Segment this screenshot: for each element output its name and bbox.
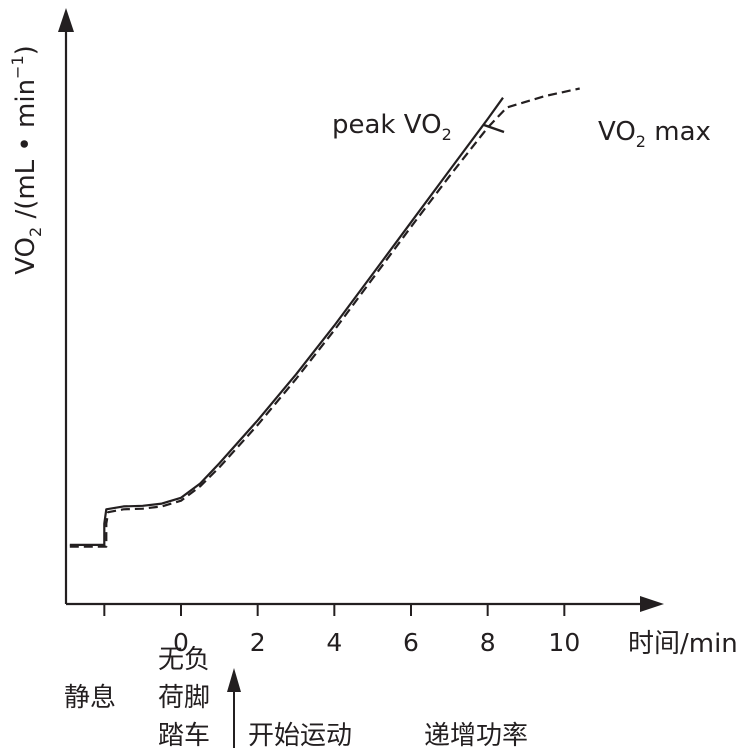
x-tick-label: 2 [250, 628, 266, 657]
y-label-unit: /(mL • min [11, 79, 41, 227]
exercise-start-arrow-head [227, 668, 241, 692]
peak-label-sub: 2 [442, 125, 452, 144]
phase-ramp-label: 递增功率 [424, 721, 528, 751]
x-ticks [103, 604, 566, 616]
x-tick-label: 0 [173, 628, 189, 657]
series-layer [69, 87, 580, 548]
x-axis-arrow [640, 596, 664, 612]
series-line-vo2max [69, 87, 580, 548]
x-tick-label: 6 [403, 628, 419, 657]
x-tick-label: 8 [480, 628, 496, 657]
x-axis-label: 时间/min [628, 629, 738, 659]
x-tick-label: 10 [548, 628, 580, 657]
peak-vo2-label: peak VO2 [332, 110, 452, 144]
y-axis-arrow [58, 8, 74, 32]
y-label-main: VO [11, 237, 41, 275]
peak-leader-line [483, 123, 505, 134]
y-axis-label: VO2 /(mL • min−1) [8, 45, 45, 275]
vmax-label-prefix: VO [598, 117, 636, 147]
vmax-label-sub: 2 [636, 132, 646, 151]
peak-label-prefix: peak VO [332, 110, 442, 140]
y-label-sup: −1 [8, 55, 27, 79]
series-line-peak-vo2 [69, 97, 504, 546]
vmax-label-suffix: max [646, 117, 711, 147]
vo2max-label: VO2 max [598, 117, 711, 151]
phase-unloaded-line-2: 荷脚 [158, 683, 210, 713]
x-tick-label: 4 [326, 628, 342, 657]
phase-unloaded-line-3: 踏车 [158, 721, 210, 751]
phase-rest-label: 静息 [64, 683, 116, 713]
x-tick-labels: 0 2 4 6 8 10 [173, 628, 580, 657]
phase-start-label: 开始运动 [248, 721, 352, 751]
y-label-sub: 2 [26, 227, 45, 237]
phase-unloaded-line-1: 无负 [158, 645, 210, 675]
y-label-close: ) [11, 45, 41, 55]
